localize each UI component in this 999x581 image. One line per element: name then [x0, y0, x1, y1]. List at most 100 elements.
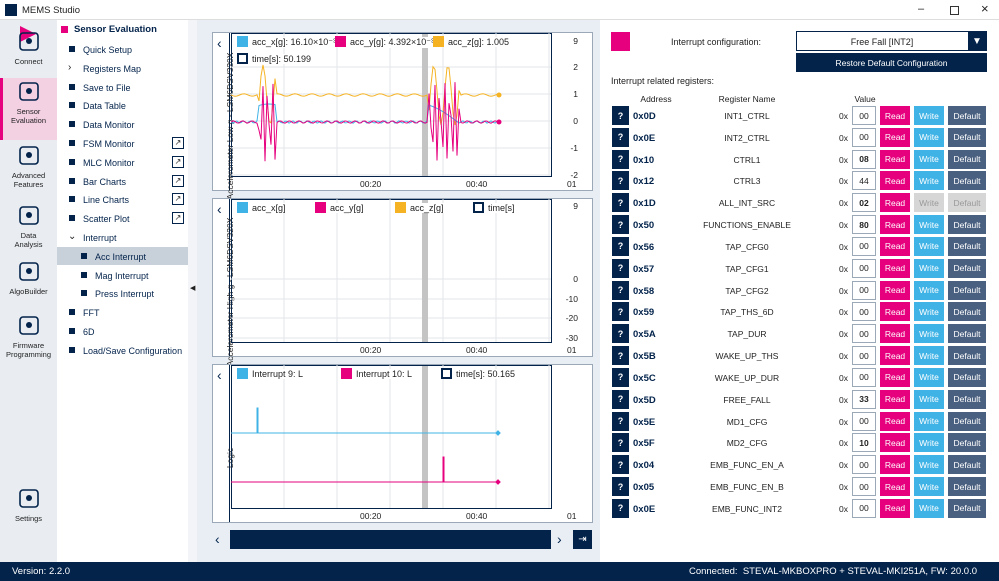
menu-item[interactable]: Load/Save Configuration	[83, 345, 183, 356]
menu-item[interactable]: Data Table	[83, 101, 126, 112]
register-value[interactable]: 00	[852, 258, 876, 278]
register-button[interactable]: Write	[914, 324, 944, 344]
register-button[interactable]: Default	[948, 280, 986, 300]
register-value[interactable]: 00	[852, 411, 876, 431]
register-value[interactable]: 33	[852, 389, 876, 409]
register-button[interactable]: Write	[914, 302, 944, 322]
register-button[interactable]: Read	[880, 193, 910, 213]
popout-icon[interactable]: ↗	[172, 193, 184, 206]
register-button[interactable]: Write	[914, 455, 944, 475]
register-button[interactable]: Read	[880, 324, 910, 344]
popout-icon[interactable]: ↗	[172, 155, 184, 168]
register-button[interactable]: Read	[880, 389, 910, 409]
nav-label[interactable]: Advanced Features	[11, 171, 46, 189]
help-button[interactable]: ?	[612, 389, 629, 409]
register-value[interactable]: 00	[852, 477, 876, 497]
menu-item[interactable]: MLC Monitor	[83, 157, 135, 168]
register-button[interactable]: Read	[880, 106, 910, 125]
register-button[interactable]: Write	[914, 149, 944, 169]
register-button[interactable]: Read	[880, 215, 910, 235]
register-button[interactable]: Default	[948, 477, 986, 497]
menu-item[interactable]: FFT	[83, 308, 100, 319]
register-value[interactable]: 00	[852, 106, 876, 125]
register-button[interactable]: Read	[880, 258, 910, 278]
register-button[interactable]: Default	[948, 433, 986, 453]
help-button[interactable]: ?	[612, 280, 629, 300]
register-button[interactable]: Write	[914, 411, 944, 431]
dropdown-arrow[interactable]: ▼	[968, 32, 986, 50]
help-button[interactable]: ?	[612, 346, 629, 366]
register-button[interactable]: Read	[880, 367, 910, 387]
register-button[interactable]: Default	[948, 367, 986, 387]
menu-item[interactable]: Line Charts	[83, 195, 130, 206]
menu-item[interactable]: Scatter Plot	[83, 214, 130, 225]
menu-item[interactable]: Acc Interrupt	[95, 251, 147, 262]
nav-label[interactable]: Sensor Evaluation	[10, 107, 47, 125]
register-button[interactable]: Read	[880, 149, 910, 169]
register-button[interactable]: Write	[914, 389, 944, 409]
help-button[interactable]: ?	[612, 302, 629, 322]
register-button[interactable]: Default	[948, 324, 986, 344]
register-value[interactable]: 00	[852, 127, 876, 147]
register-value[interactable]: 00	[852, 280, 876, 300]
register-button[interactable]: Read	[880, 280, 910, 300]
config-dropdown[interactable]: Free Fall [INT2] ▼	[796, 31, 987, 51]
register-value[interactable]: 00	[852, 236, 876, 256]
scroll-left[interactable]: ‹	[215, 531, 220, 547]
register-button[interactable]: Default	[948, 455, 986, 475]
register-value[interactable]: 44	[852, 171, 876, 191]
menu-item[interactable]: Press Interrupt	[95, 289, 155, 300]
help-button[interactable]: ?	[612, 455, 629, 475]
help-button[interactable]: ?	[612, 477, 629, 497]
register-button[interactable]: Write	[914, 106, 944, 125]
register-button[interactable]: Read	[880, 171, 910, 191]
menu-item[interactable]: Data Monitor	[83, 120, 135, 131]
register-button[interactable]: Write	[914, 433, 944, 453]
menu-item[interactable]: Interrupt	[83, 233, 117, 243]
register-button[interactable]: Read	[880, 477, 910, 497]
register-button[interactable]: Read	[880, 455, 910, 475]
register-button[interactable]: Default	[948, 236, 986, 256]
register-button[interactable]: Write	[914, 258, 944, 278]
popout-icon[interactable]: ↗	[172, 137, 184, 149]
register-value[interactable]: 80	[852, 215, 876, 235]
register-button[interactable]: Read	[880, 433, 910, 453]
register-button[interactable]: Write	[914, 477, 944, 497]
plot-nav-left[interactable]: ‹	[213, 365, 230, 522]
run-button[interactable]	[14, 24, 44, 44]
register-button[interactable]: Default	[948, 302, 986, 322]
register-button[interactable]: Read	[880, 302, 910, 322]
help-button[interactable]: ?	[612, 324, 629, 344]
help-button[interactable]: ?	[612, 149, 629, 169]
register-button[interactable]: Write	[914, 280, 944, 300]
collapse-arrow[interactable]: ◀	[190, 285, 196, 292]
register-button[interactable]: Read	[880, 346, 910, 366]
nav-label[interactable]: Data Analysis	[14, 231, 43, 249]
menu-item[interactable]: Mag Interrupt	[95, 270, 149, 281]
expand-arrow[interactable]: ›	[68, 61, 72, 73]
help-button[interactable]: ?	[612, 411, 629, 431]
scroll-right[interactable]: ›	[557, 531, 562, 547]
register-button[interactable]: Default	[948, 258, 986, 278]
register-button[interactable]: Write	[914, 171, 944, 191]
help-button[interactable]: ?	[612, 433, 629, 453]
register-button[interactable]: Default	[948, 171, 986, 191]
nav-label[interactable]: Connect	[14, 57, 43, 66]
register-value[interactable]: 00	[852, 302, 876, 322]
menu-item[interactable]: Quick Setup	[83, 45, 133, 55]
menu-item[interactable]: 6D	[83, 327, 95, 337]
maximize[interactable]	[950, 6, 959, 15]
register-value[interactable]: 00	[852, 346, 876, 366]
menu-item[interactable]: Save to File	[83, 82, 131, 93]
register-value[interactable]: 08	[852, 149, 876, 169]
help-button[interactable]: ?	[612, 258, 629, 278]
help-button[interactable]: ?	[612, 106, 629, 125]
register-button[interactable]: Read	[880, 411, 910, 431]
register-button[interactable]: Default	[948, 498, 986, 518]
register-button[interactable]: Default	[948, 149, 986, 169]
nav-label[interactable]: Firmware Programming	[6, 341, 52, 359]
help-button[interactable]: ?	[612, 236, 629, 256]
plot-nav-left[interactable]: ‹	[213, 33, 230, 190]
menu-item[interactable]: Registers Map	[83, 63, 142, 74]
register-button[interactable]: Write	[914, 127, 944, 147]
